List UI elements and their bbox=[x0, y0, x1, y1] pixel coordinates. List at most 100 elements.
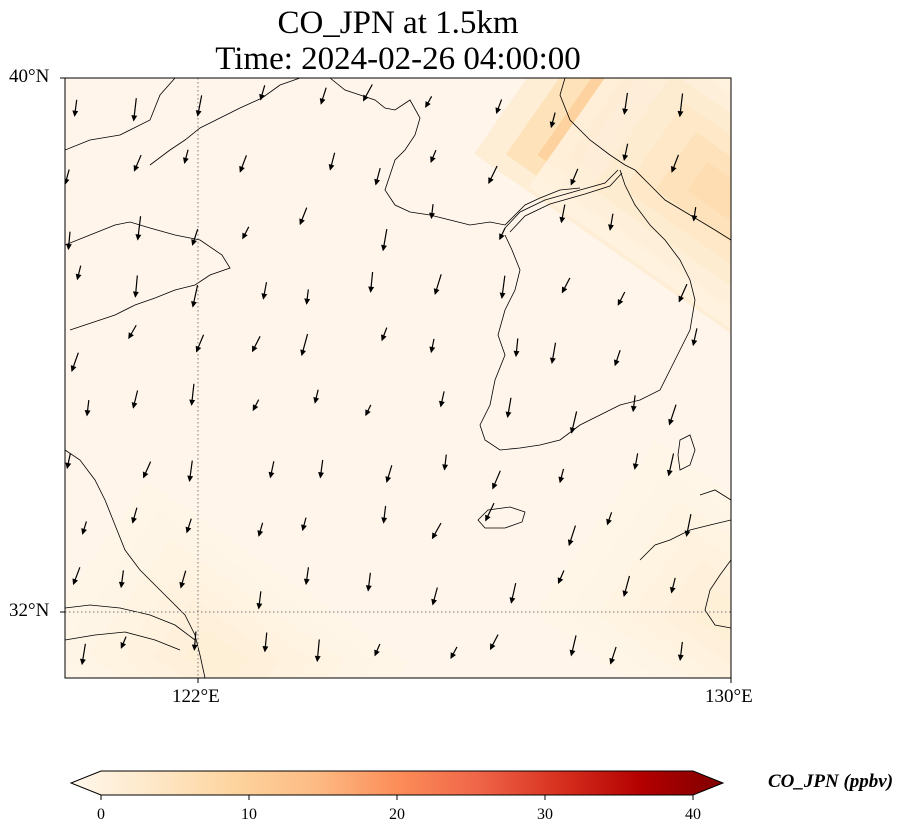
wind-arrow bbox=[381, 228, 388, 252]
wind-arrow bbox=[135, 216, 142, 241]
wind-arrow bbox=[608, 213, 614, 231]
wind-arrow bbox=[569, 635, 577, 657]
wind-arrow bbox=[670, 154, 680, 173]
wind-arrow bbox=[622, 143, 629, 162]
wind-arrow bbox=[492, 470, 501, 490]
wind-arrow bbox=[259, 85, 266, 101]
lon-label-130: 130°E bbox=[705, 686, 753, 707]
wind-arrow bbox=[365, 404, 372, 417]
wind-arrow bbox=[84, 399, 91, 417]
colorbar-tick-label: 30 bbox=[537, 806, 553, 823]
wind-arrow bbox=[301, 517, 307, 532]
colorbar bbox=[69, 770, 725, 796]
wind-arrow bbox=[131, 98, 138, 122]
wind-arrow bbox=[617, 291, 626, 306]
wind-arrow bbox=[557, 570, 565, 585]
wind-arrow bbox=[268, 461, 275, 479]
wind-arrow bbox=[499, 227, 506, 241]
wind-arrow bbox=[299, 207, 308, 226]
lon-label-122: 122°E bbox=[172, 686, 220, 707]
wind-arrow bbox=[191, 285, 199, 308]
wind-arrow bbox=[79, 643, 86, 666]
wind-arrow bbox=[242, 226, 250, 240]
wind-arrow bbox=[425, 96, 433, 108]
wind-arrow bbox=[630, 395, 637, 413]
wind-arrow bbox=[195, 334, 205, 353]
wind-arrow bbox=[191, 631, 198, 651]
wind-arrow bbox=[622, 92, 629, 115]
wind-arrow bbox=[549, 112, 556, 129]
colorbar-label: CO_JPN (ppbv) bbox=[768, 771, 894, 792]
wind-arrow bbox=[561, 277, 571, 294]
wind-arrow bbox=[368, 272, 375, 293]
wind-arrow bbox=[499, 275, 506, 300]
wind-arrow bbox=[442, 454, 449, 471]
wind-arrow bbox=[65, 169, 70, 185]
wind-arrow bbox=[677, 641, 684, 662]
map-subtitle-time: Time: 2024-02-26 04:00:00 bbox=[215, 41, 581, 77]
wind-arrow bbox=[381, 327, 388, 342]
wind-arrow bbox=[314, 639, 321, 663]
concentration-field bbox=[65, 78, 731, 678]
wind-arrow bbox=[691, 328, 698, 347]
wind-arrow bbox=[365, 572, 372, 592]
wind-arrow bbox=[300, 333, 309, 357]
wind-arrow bbox=[669, 577, 676, 594]
wind-arrow bbox=[70, 352, 79, 372]
wind-arrow bbox=[450, 646, 458, 660]
wind-arrow bbox=[239, 155, 247, 173]
wind-arrow bbox=[374, 167, 381, 186]
wind-arrow bbox=[328, 152, 336, 171]
wind-arrow bbox=[495, 99, 503, 115]
wind-arrow bbox=[131, 507, 138, 524]
wind-arrow bbox=[613, 350, 621, 367]
concentration-cell bbox=[693, 588, 731, 648]
wind-arrow bbox=[313, 389, 320, 404]
wind-arrow bbox=[318, 459, 324, 479]
wind-arrow bbox=[72, 99, 79, 117]
wind-arrow bbox=[374, 643, 381, 657]
wind-arrow bbox=[385, 465, 393, 483]
wind-arrow bbox=[632, 453, 639, 470]
coastline bbox=[65, 78, 731, 678]
wind-arrow bbox=[485, 502, 495, 522]
colorbar-tick-label: 0 bbox=[97, 806, 105, 823]
wind-arrow bbox=[609, 646, 617, 665]
wind-arrow bbox=[131, 390, 139, 409]
wind-arrow bbox=[65, 231, 72, 251]
wind-arrow bbox=[438, 391, 445, 408]
wind-arrow bbox=[567, 525, 577, 547]
wind-arrow bbox=[362, 84, 373, 102]
wind-arrow bbox=[182, 149, 189, 164]
wind-arrow bbox=[489, 634, 499, 651]
wind-arrow bbox=[303, 567, 310, 586]
wind-arrow bbox=[433, 274, 442, 296]
wind-arrow bbox=[185, 518, 192, 534]
wind-arrow bbox=[549, 342, 557, 365]
wind-vectors bbox=[65, 84, 698, 666]
wind-arrow bbox=[431, 587, 438, 606]
wind-arrow bbox=[132, 275, 139, 298]
wind-arrow bbox=[304, 289, 311, 305]
wind-arrow bbox=[429, 204, 435, 220]
wind-arrow bbox=[431, 522, 442, 540]
wind-arrow bbox=[668, 404, 677, 426]
wind-arrow bbox=[606, 512, 613, 526]
wind-arrow bbox=[128, 324, 137, 340]
wind-arrow bbox=[133, 154, 142, 172]
lat-label-32: 32°N bbox=[9, 600, 50, 621]
wind-arrow bbox=[252, 399, 260, 412]
wind-arrow bbox=[319, 87, 327, 105]
wind-arrow bbox=[570, 168, 579, 186]
lat-label-40: 40°N bbox=[9, 66, 50, 87]
wind-arrow bbox=[569, 411, 578, 434]
wind-arrow bbox=[120, 636, 127, 649]
colorbar-tick-label: 20 bbox=[389, 806, 405, 823]
wind-arrow bbox=[429, 338, 436, 354]
wind-arrow bbox=[256, 591, 263, 610]
wind-arrow bbox=[262, 632, 269, 653]
wind-arrow bbox=[118, 570, 125, 589]
wind-arrow bbox=[187, 460, 194, 483]
wind-arrow bbox=[488, 165, 498, 184]
